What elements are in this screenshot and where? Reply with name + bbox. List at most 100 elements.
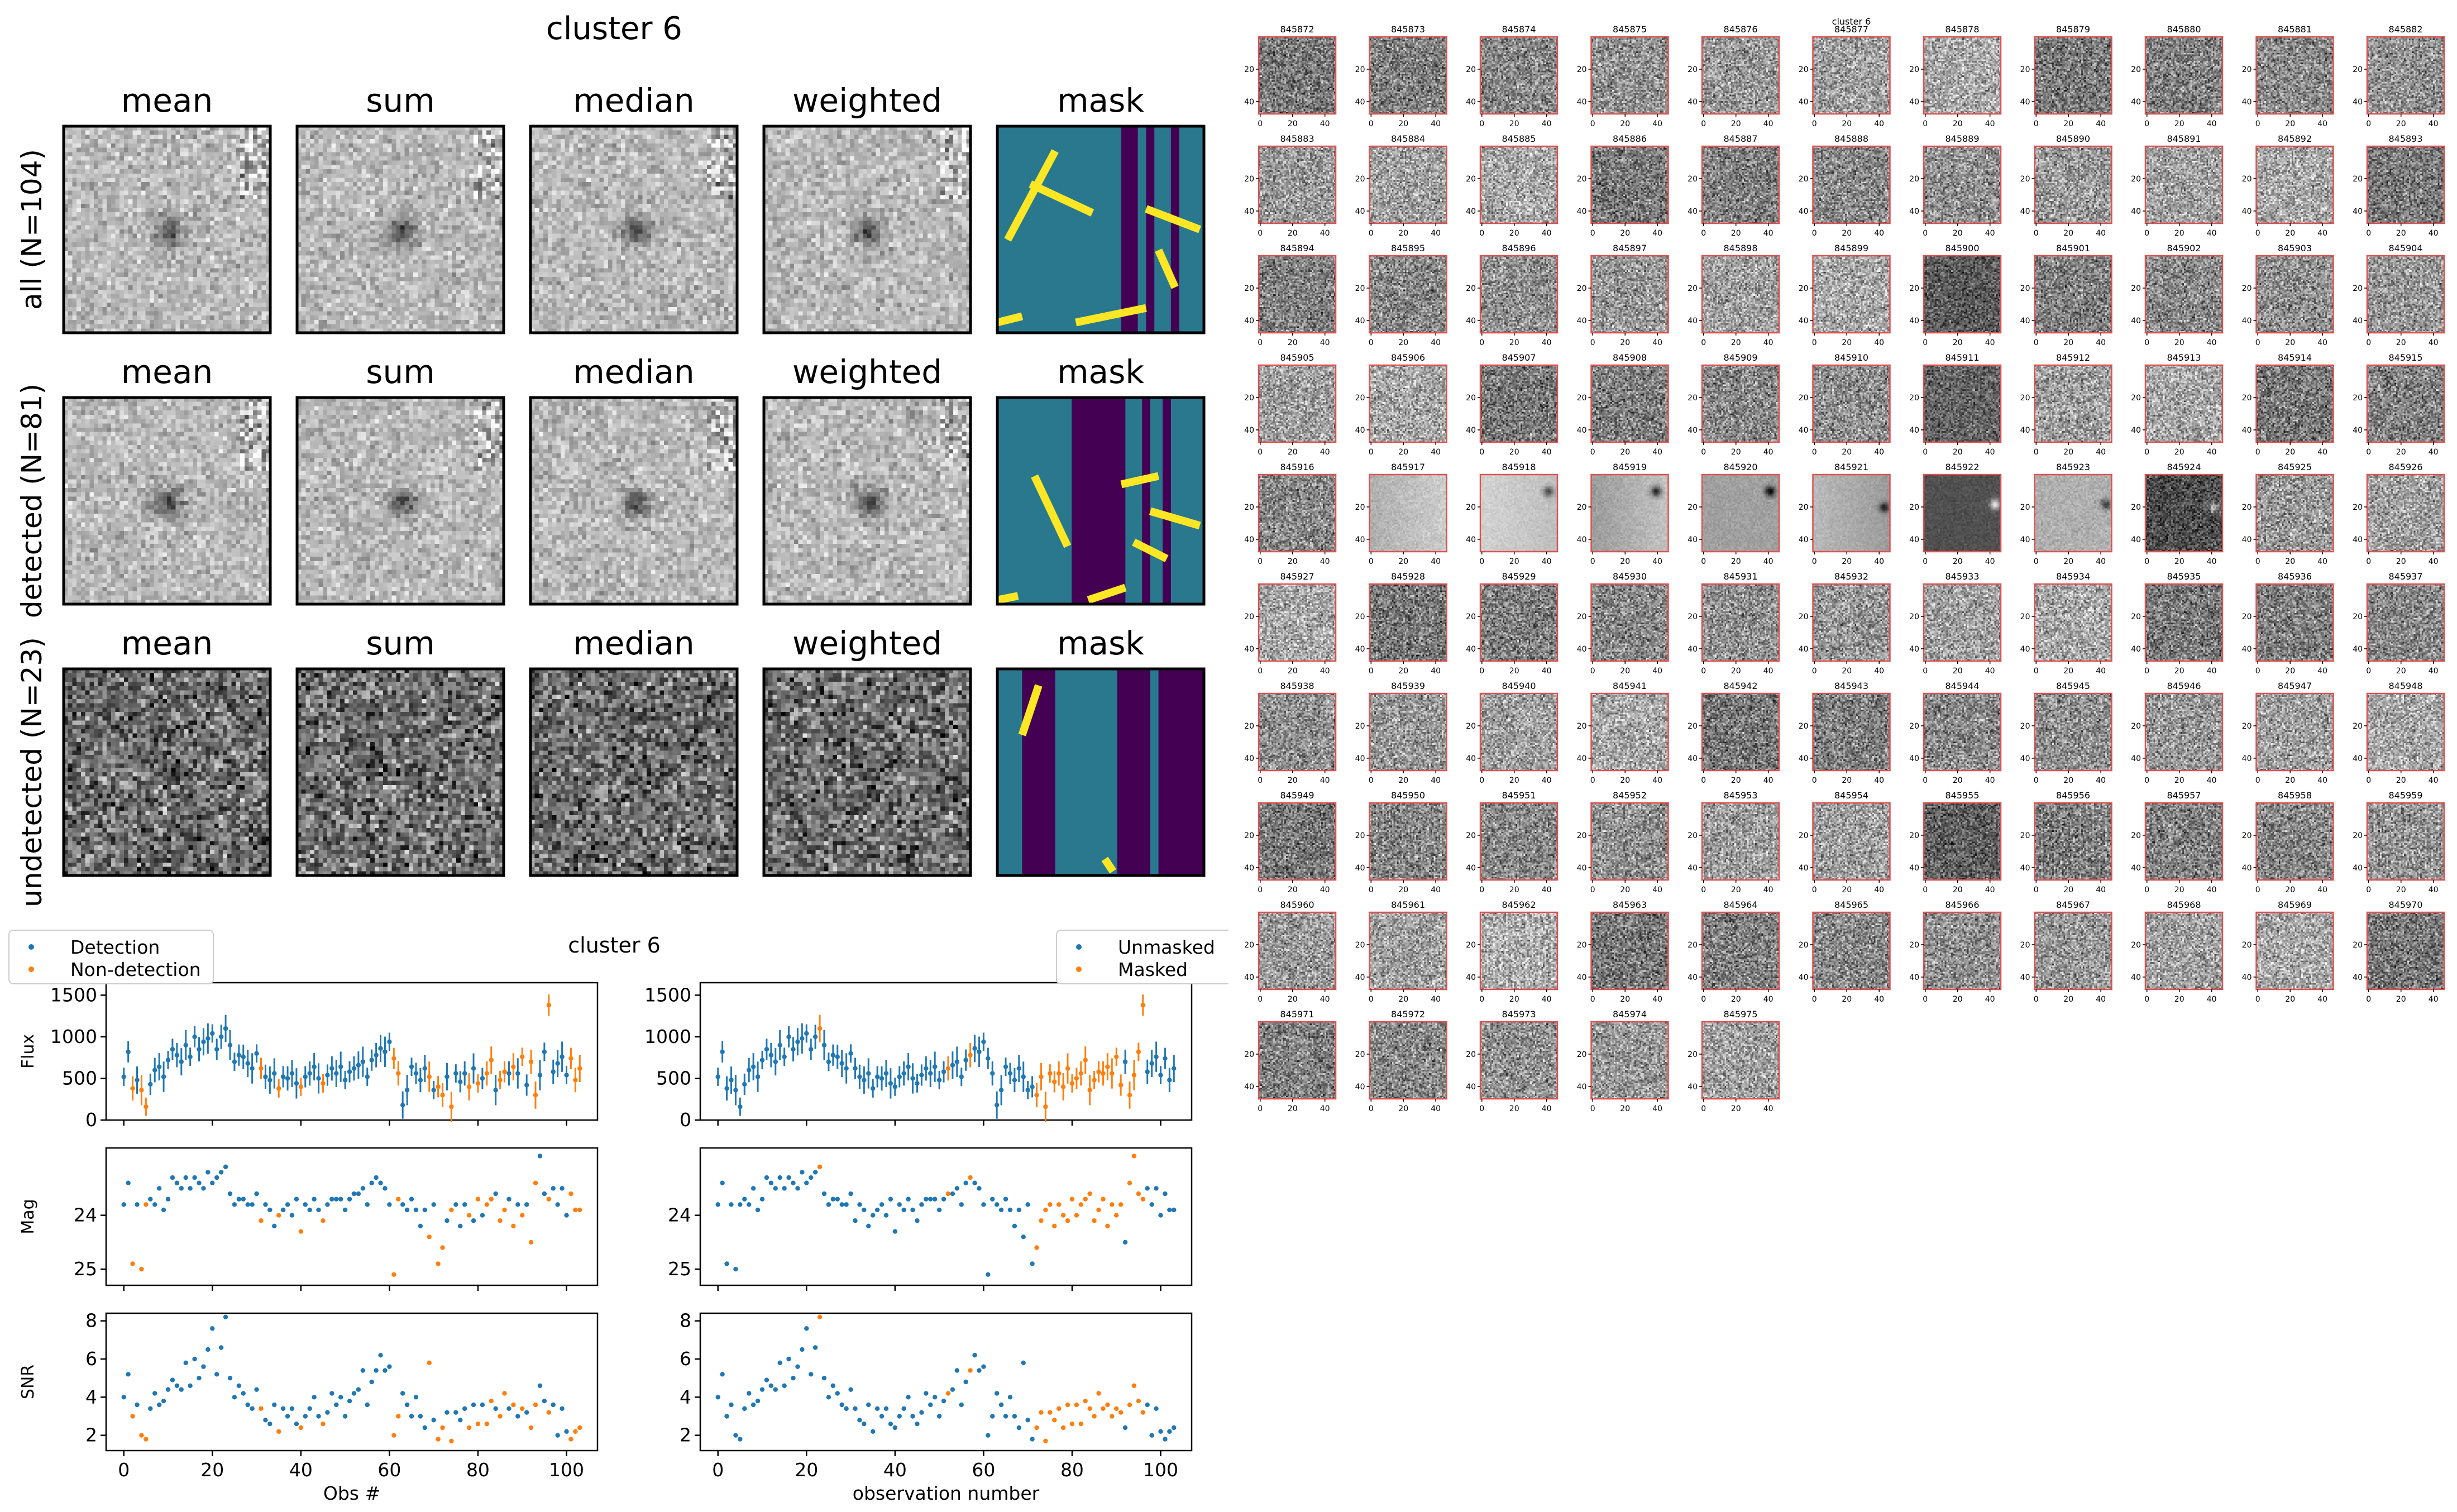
data-point (1060, 1084, 1066, 1089)
thumbnail-image (1369, 584, 1447, 661)
thumb-y-tick: 20 (1355, 503, 1365, 512)
thumbnail-image (1813, 693, 1890, 771)
data-point (498, 1218, 503, 1223)
thumb-x-tick: 40 (1542, 448, 1552, 457)
data-point (577, 1207, 582, 1213)
thumb-x-tick: 20 (1288, 448, 1298, 457)
thumbnail-image (2034, 475, 2112, 552)
image-frame (996, 667, 1206, 877)
data-point (1087, 1191, 1092, 1197)
thumb-x-tick: 0 (2255, 229, 2260, 238)
data-point (227, 1191, 233, 1197)
data-point (1065, 1218, 1070, 1223)
thumbnail-image (1702, 37, 1779, 114)
thumb-y-tick: 20 (2242, 394, 2252, 403)
thumb-y-tick: 40 (1244, 317, 1254, 326)
data-point (542, 1398, 547, 1404)
data-point (453, 1071, 458, 1076)
thumb-x-tick: 40 (2429, 448, 2439, 457)
thumbnail-image (1702, 912, 1779, 989)
y-tick-label: 6 (85, 1348, 97, 1370)
thumb-x-tick: 40 (1874, 886, 1884, 894)
column-title: sum (366, 82, 434, 119)
thumbnail-image (2367, 37, 2444, 114)
thumb-y-tick: 40 (1466, 645, 1476, 654)
data-point (1012, 1078, 1017, 1083)
data-point (954, 1368, 960, 1373)
data-point (471, 1218, 476, 1223)
thumb-y-tick: 20 (1355, 65, 1365, 74)
thumb-x-tick: 40 (2317, 776, 2327, 785)
thumb-x-tick: 40 (1431, 229, 1441, 238)
thumb-x-tick: 40 (1652, 338, 1662, 347)
data-point (844, 1066, 849, 1071)
thumbnail-image (1702, 584, 1779, 661)
data-point (857, 1418, 862, 1423)
thumbnail-image (2034, 584, 2112, 661)
thumb-x-tick: 40 (2096, 776, 2106, 785)
thumb-y-tick: 40 (2020, 973, 2030, 982)
y-tick-label: 2 (680, 1424, 691, 1446)
thumb-y-tick: 40 (1909, 535, 1919, 544)
thumbnail-image (2256, 693, 2334, 771)
data-point (720, 1180, 725, 1185)
data-point (862, 1421, 867, 1427)
thumb-y-tick: 20 (1799, 175, 1809, 184)
data-point (223, 1164, 228, 1169)
thumb-y-tick: 40 (1799, 535, 1809, 544)
thumb-y-tick: 40 (1466, 973, 1476, 982)
data-point (506, 1406, 512, 1411)
data-point (165, 1387, 171, 1392)
data-point (924, 1066, 929, 1071)
thumbnail-id: 845946 (2167, 681, 2201, 691)
thumb-x-tick: 20 (1620, 667, 1630, 676)
thumb-y-tick: 20 (2353, 941, 2363, 950)
data-point (738, 1202, 743, 1207)
data-point (210, 1031, 215, 1036)
data-point (440, 1245, 445, 1250)
thumb-x-tick: 40 (2429, 886, 2439, 894)
data-point (928, 1071, 933, 1076)
data-point (245, 1202, 250, 1207)
data-point (245, 1061, 250, 1066)
thumb-y-tick: 40 (2020, 535, 2030, 544)
thumb-y-tick: 40 (1577, 973, 1587, 982)
thumb-y-tick: 40 (1577, 754, 1587, 763)
data-point (245, 1402, 250, 1408)
stacked-images-and-lightcurve-panel: cluster 6 all (N=104) mean sum median weight… (0, 0, 1261, 1510)
data-point (254, 1051, 259, 1056)
thumb-x-tick: 0 (1590, 886, 1595, 894)
data-point (724, 1414, 729, 1419)
thumbnail-id: 845947 (2278, 681, 2312, 691)
thumb-y-tick: 20 (1466, 941, 1476, 950)
data-point (1052, 1079, 1057, 1084)
thumb-y-tick: 20 (1688, 284, 1698, 293)
data-point (1105, 1223, 1110, 1229)
data-point (285, 1076, 290, 1081)
thumbnail-id: 845898 (1723, 243, 1757, 253)
data-point (782, 1383, 787, 1389)
thumb-y-tick: 20 (1577, 394, 1587, 403)
thumb-y-tick: 40 (1466, 535, 1476, 544)
thumbnail-image (2145, 912, 2222, 989)
data-point (546, 1410, 551, 1415)
data-point (232, 1059, 237, 1064)
data-point (897, 1202, 902, 1207)
thumb-x-tick: 0 (1479, 229, 1484, 238)
data-point (1043, 1438, 1048, 1444)
data-point (874, 1207, 880, 1213)
thumb-x-tick: 20 (1842, 667, 1852, 676)
data-point (139, 1266, 144, 1272)
